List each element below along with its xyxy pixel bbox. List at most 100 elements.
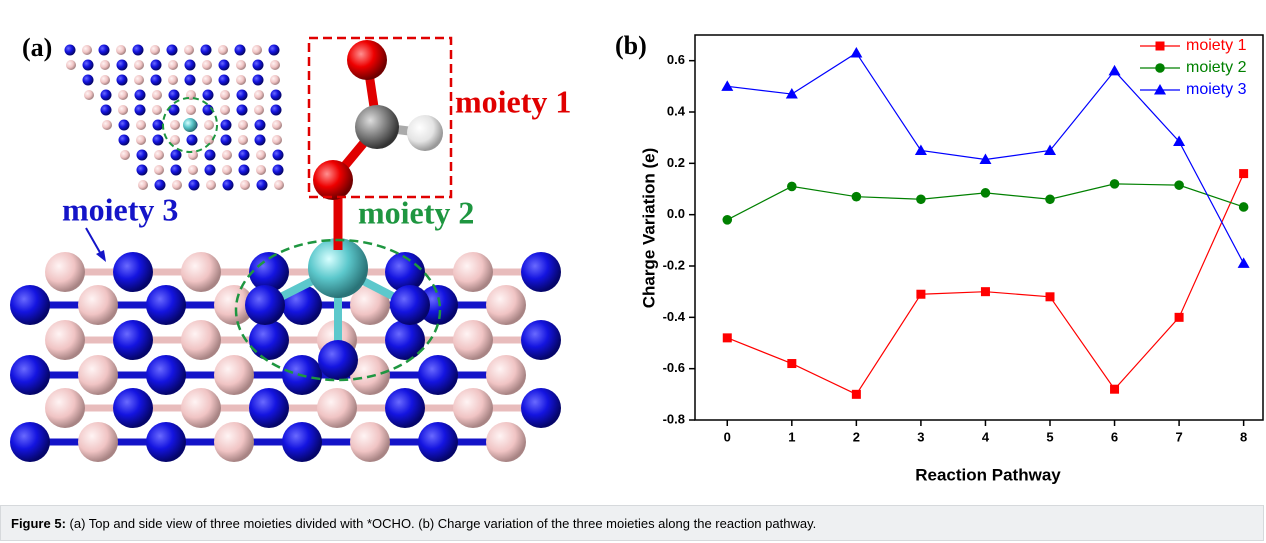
atom-n (99, 45, 110, 56)
atom-n (135, 105, 146, 116)
atom-n (133, 45, 144, 56)
atom-b (222, 165, 232, 175)
atom-n (235, 45, 246, 56)
atom-n (271, 105, 282, 116)
atom-n (255, 135, 266, 146)
y-tick-label: 0.0 (667, 206, 685, 221)
atom-n (117, 60, 128, 71)
atom-n (521, 320, 561, 360)
atom-n (10, 422, 50, 462)
atom-n (10, 355, 50, 395)
atom-b (186, 105, 196, 115)
atom-b (184, 45, 194, 55)
atom-n (282, 422, 322, 462)
atom-b (486, 285, 526, 325)
legend-marker (1156, 42, 1165, 51)
atom-b (236, 60, 246, 70)
atom-n (239, 165, 250, 176)
legend-marker (1155, 63, 1165, 73)
atom-n (155, 180, 166, 191)
x-tick-label: 7 (1175, 429, 1182, 444)
caption-text: (a) Top and side view of three moieties … (70, 516, 817, 531)
y-tick-label: 0.4 (667, 103, 686, 118)
atom-n (273, 165, 284, 176)
atom-n (185, 75, 196, 86)
data-point (916, 290, 925, 299)
legend-label: moiety 2 (1186, 59, 1247, 76)
atom-b (78, 285, 118, 325)
atom-n (418, 355, 458, 395)
atom-b (102, 120, 112, 130)
atom-b (272, 120, 282, 130)
atom-b (154, 150, 164, 160)
atom-n (249, 320, 289, 360)
atom-n (119, 135, 130, 146)
atom-b (168, 75, 178, 85)
chart: -0.8-0.6-0.4-0.20.00.20.40.6012345678moi… (663, 35, 1263, 444)
atom-n (189, 180, 200, 191)
atom-b (181, 252, 221, 292)
atom-n (65, 45, 76, 56)
atom-n (269, 45, 280, 56)
atom-n (239, 150, 250, 161)
data-point (723, 333, 732, 342)
atom-n (171, 165, 182, 176)
data-point (852, 390, 861, 399)
data-point (1110, 179, 1120, 189)
x-tick-label: 6 (1111, 429, 1118, 444)
atom-n (257, 180, 268, 191)
atom-n (137, 150, 148, 161)
atom-b (154, 165, 164, 175)
x-tick-label: 1 (788, 429, 795, 444)
atom-n (273, 150, 284, 161)
atom-n (119, 120, 130, 131)
data-point (852, 192, 862, 202)
y-tick-label: -0.4 (663, 309, 686, 324)
moiety-label: moiety 1 (455, 83, 571, 119)
atom-n (135, 90, 146, 101)
atom-b (45, 252, 85, 292)
atom-n (101, 90, 112, 101)
x-tick-label: 3 (917, 429, 924, 444)
atom-n (385, 388, 425, 428)
atom-b (486, 422, 526, 462)
atom-b (202, 75, 212, 85)
atom-b (238, 135, 248, 145)
y-tick-label: 0.6 (667, 52, 685, 67)
atom-n (113, 252, 153, 292)
atom-n (146, 285, 186, 325)
atom-n (151, 60, 162, 71)
atom-b (82, 45, 92, 55)
atom-n (83, 60, 94, 71)
atom-n (153, 120, 164, 131)
data-point (981, 287, 990, 296)
atom-b (222, 150, 232, 160)
caption: Figure 5: (a) Top and side view of three… (0, 505, 1264, 541)
atom-b (66, 60, 76, 70)
atom-metal (183, 118, 197, 132)
atom-b (214, 422, 254, 462)
atom-n (237, 105, 248, 116)
legend-label: moiety 1 (1186, 37, 1247, 54)
atom-n (205, 165, 216, 176)
atom-b (317, 388, 357, 428)
x-tick-label: 5 (1046, 429, 1053, 444)
atom-c (355, 105, 399, 149)
atom-n (146, 355, 186, 395)
atom-b (134, 60, 144, 70)
atom-n (390, 285, 430, 325)
caption-label: Figure 5: (11, 516, 66, 531)
x-tick-label: 0 (724, 429, 731, 444)
atom-b (136, 135, 146, 145)
atom-b (188, 165, 198, 175)
data-point (1239, 202, 1249, 212)
atom-b (274, 180, 284, 190)
atom-b (486, 355, 526, 395)
data-point (981, 188, 991, 198)
atom-n (153, 135, 164, 146)
atom-n (249, 388, 289, 428)
atom-b (254, 105, 264, 115)
atom-n (201, 45, 212, 56)
x-axis-title: Reaction Pathway (915, 465, 1061, 484)
atom-n (169, 90, 180, 101)
